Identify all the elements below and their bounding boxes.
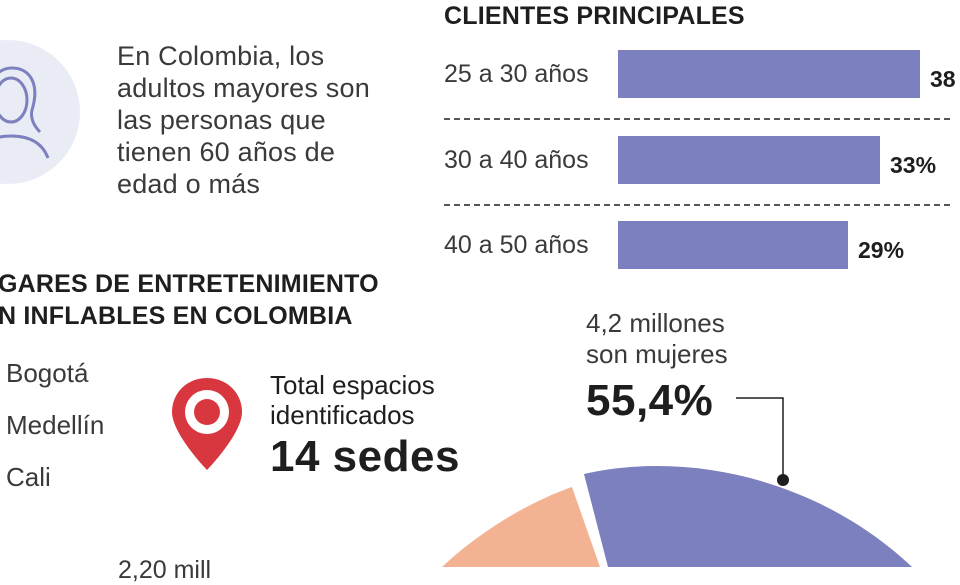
- population-pie-chart: [442, 397, 912, 567]
- bottom-cut-text: 2,20 mill: [118, 556, 212, 584]
- row-separator: [444, 118, 950, 120]
- women-label-line1: 4,2 millones: [586, 308, 725, 338]
- clients-title: CLIENTES PRINCIPALES: [444, 2, 745, 30]
- places-title-line2: N INFLABLES EN COLOMBIA: [0, 302, 353, 330]
- city-cali: Cali: [6, 462, 51, 492]
- bar-category-label: 40 a 50 años: [444, 231, 589, 259]
- bar-category-label: 30 a 40 años: [444, 146, 589, 174]
- total-label-line1: Total espacios: [270, 370, 435, 400]
- places-title-line1: GARES DE ENTRETENIMIENTO: [0, 270, 379, 298]
- intro-text: En Colombia, los adultos mayores son las…: [117, 41, 370, 199]
- women-label: 4,2 millones son mujeres: [586, 308, 728, 370]
- pie-slice-other: [442, 487, 600, 567]
- total-label-line2: identificados: [270, 400, 415, 430]
- women-leader-dot: [777, 474, 789, 486]
- location-pin-icon: [172, 378, 242, 470]
- places-title: GARES DE ENTRETENIMIENTO N INFLABLES EN …: [0, 268, 379, 332]
- bar: [618, 50, 920, 98]
- city-medellin: Medellín: [6, 410, 105, 440]
- bar: [618, 221, 848, 269]
- bar-category-label: 25 a 30 años: [444, 60, 589, 88]
- bar: [618, 136, 880, 184]
- women-percent: 55,4%: [586, 376, 714, 425]
- total-spaces-label: Total espacios identificados: [270, 370, 435, 430]
- woman-avatar-icon: [0, 40, 80, 184]
- city-bogota: Bogotá: [6, 358, 89, 388]
- bar-value-label: 29%: [858, 237, 905, 263]
- women-label-line2: son mujeres: [586, 339, 728, 369]
- women-leader-line: [736, 397, 784, 480]
- row-separator: [444, 204, 950, 206]
- bar-value-label: 33%: [890, 152, 937, 178]
- bar-value-label: 38: [930, 66, 956, 92]
- pie-slice-women: [584, 466, 912, 567]
- total-spaces-value: 14 sedes: [270, 432, 460, 481]
